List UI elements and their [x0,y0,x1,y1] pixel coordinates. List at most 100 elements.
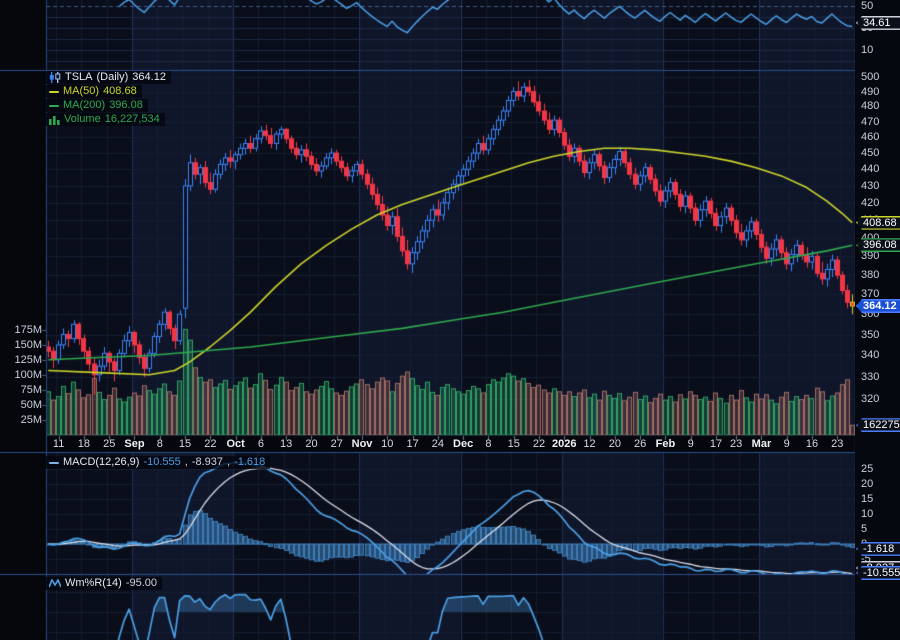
price-axis-label: 330 [861,371,880,383]
volume-axis-label: 175M [14,324,42,336]
volume-name: Volume [64,113,101,125]
date-tick-label: 10 [381,438,394,450]
date-tick-label: 2026 [552,438,577,450]
price-axis-label: 500 [861,71,880,83]
price-axis-label: 380 [861,269,880,282]
date-tick-label: Oct [226,438,245,450]
date-tick-label: 13 [280,438,293,450]
date-tick-label: 11 [52,438,65,450]
volume-axis-label: 125M [14,354,42,366]
wpr-zigzag-icon [49,579,61,588]
macd-line-icon [49,461,59,464]
date-tick-label: Nov [351,438,373,450]
ma50-price-box: 408.68 [856,215,900,230]
candlestick-icon [49,72,61,83]
date-tick-label: 15 [507,438,520,450]
price-axis-label: 490 [861,85,880,98]
date-tick-label: 17 [406,438,419,450]
date-tick-label: 22 [532,438,546,450]
ma50-line-icon [49,90,59,93]
price-axis[interactable]: 5030105004904804704604504404304204104003… [855,0,900,640]
date-tick-label: Sep [124,438,145,450]
symbol-legend-row[interactable]: TSLA (Daily) 364.12 [44,71,171,84]
macd-value: -10.555 [143,456,181,468]
date-tick-label: Mar [751,438,772,450]
ma200-value: 396.08 [109,99,143,111]
volume-axis-label: 50M [20,399,42,411]
date-tick-label: 18 [77,438,91,450]
date-tick-label: 16 [805,438,819,450]
oscillator-axis-label: 50 [861,0,874,12]
main-legend: TSLA (Daily) 364.12 MA(50) 408.68 MA(200… [44,71,171,126]
ma50-legend-row[interactable]: MA(50) 408.68 [44,85,142,98]
date-tick-label: Dec [453,438,474,450]
date-tick-label: 27 [330,438,343,450]
macd-axis-label: 15 [861,493,874,505]
comma: , [227,456,231,468]
date-tick-label: 17 [709,438,723,450]
volume-value: 16,227,534 [104,113,160,125]
ma50-name: MA(50) [63,85,100,97]
macd-legend: MACD(12,26,9) -10.555, -8.937, -1.618 [44,456,271,469]
ma200-price-box: 396.08 [856,238,900,253]
wpr-legend: Wm%R(14) -95.00 [44,577,163,590]
date-tick-label: 12 [583,438,596,450]
oscillator-value-box: 34.61 [856,15,900,30]
macd-value-box: -10.555 [856,566,900,580]
macd-hist-value: -1.618 [234,456,266,468]
macd-axis-label: 5 [861,523,868,535]
macd-signal-value: -8.937 [191,456,223,468]
price-axis-label: 440 [861,163,880,176]
volume-axis-label: 100M [14,369,42,381]
symbol-name: TSLA [65,71,93,83]
price-axis-label: 470 [861,115,880,128]
macd-legend-row[interactable]: MACD(12,26,9) -10.555, -8.937, -1.618 [44,456,271,469]
ma200-line-icon [49,104,59,107]
date-tick-label: 25 [103,438,116,450]
date-tick-label: Feb [655,438,676,450]
date-tick-label: 20 [608,438,621,450]
price-axis-label: 370 [861,288,880,301]
price-axis-label: 450 [861,147,880,160]
date-tick-label: 26 [633,438,647,450]
date-tick-label: 9 [687,438,694,450]
date-tick-label: 8 [485,438,492,450]
volume-axis-label: 150M [14,339,42,351]
volume-legend-row[interactable]: Volume 16,227,534 [44,113,165,126]
date-tick-label: 8 [156,438,163,450]
price-axis-label: 480 [861,100,880,113]
macd-axis-label: 25 [861,463,874,475]
volume-value-box: 16227534 [856,418,900,433]
date-tick-label: 20 [305,438,318,450]
date-tick-label: 23 [730,438,743,450]
price-axis-label: 420 [861,196,880,209]
volume-axis-label: 25M [20,414,42,426]
date-tick-label: 22 [204,438,217,450]
last-price-box: 364.12 [856,298,900,313]
wpr-legend-row[interactable]: Wm%R(14) -95.00 [44,577,163,590]
date-tick-label: 6 [257,438,264,450]
price-axis-label: 320 [861,393,880,406]
ma50-value: 408.68 [103,85,137,97]
macd-axis-label: 10 [861,508,874,520]
volume-bars-icon [49,115,60,125]
macd-hist-box: -1.618 [856,541,900,556]
ma200-name: MA(200) [63,99,106,111]
date-tick-label: 24 [431,438,444,450]
date-tick-label: 15 [178,438,192,450]
comma: , [184,456,188,468]
volume-axis-label: 75M [20,384,42,396]
ma200-legend-row[interactable]: MA(200) 396.08 [44,99,148,112]
price-axis-label: 390 [861,250,880,263]
price-axis-label: 430 [861,179,880,192]
wpr-name: Wm%R(14) [65,577,122,589]
price-axis-label: 460 [861,131,880,144]
price-axis-label: 340 [861,349,880,362]
price-axis-label: 350 [861,328,880,341]
oscillator-axis-label: 10 [861,44,874,56]
symbol-timeframe: (Daily) [96,71,129,83]
macd-axis-label: 20 [861,478,874,490]
